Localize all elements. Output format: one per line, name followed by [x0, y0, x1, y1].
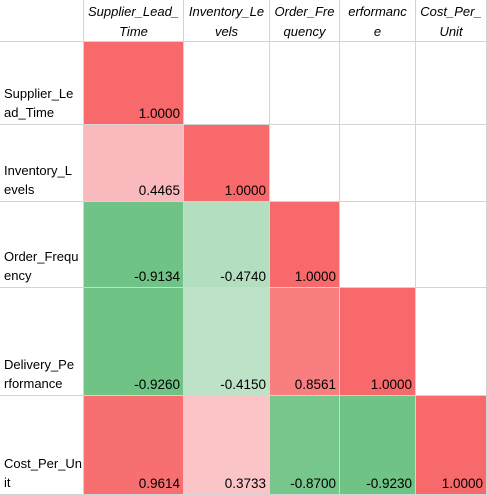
correlation-cell[interactable]: -0.9230	[340, 396, 416, 495]
empty-cell[interactable]	[416, 42, 487, 125]
empty-cell[interactable]	[416, 288, 487, 396]
label-line: Inventory_L	[4, 161, 81, 180]
correlation-cell[interactable]: 0.8561	[270, 288, 340, 396]
correlation-value: 1.0000	[371, 377, 412, 392]
correlation-value: 0.3733	[225, 476, 266, 491]
correlation-cell[interactable]: 1.0000	[416, 396, 487, 495]
empty-cell[interactable]	[416, 202, 487, 288]
label-line: Time	[84, 22, 183, 42]
label-line: quency	[270, 22, 339, 42]
label-line: e	[340, 22, 415, 42]
correlation-cell[interactable]: 0.9614	[84, 396, 184, 495]
correlation-value: -0.4740	[220, 269, 266, 284]
correlation-cell[interactable]: 0.4465	[84, 125, 184, 202]
corner-cell[interactable]	[0, 0, 84, 42]
empty-cell[interactable]	[184, 42, 270, 125]
label-line: it	[4, 473, 81, 492]
label-line: vels	[184, 22, 269, 42]
correlation-cell[interactable]: -0.9134	[84, 202, 184, 288]
empty-cell[interactable]	[270, 42, 340, 125]
column-header[interactable]: Inventory_Le vels	[184, 0, 270, 42]
correlation-cell[interactable]: 1.0000	[184, 125, 270, 202]
correlation-cell[interactable]: 0.3733	[184, 396, 270, 495]
correlation-value: -0.9260	[134, 377, 180, 392]
correlation-cell[interactable]: 1.0000	[84, 42, 184, 125]
correlation-cell[interactable]: 1.0000	[340, 288, 416, 396]
row-header[interactable]: Inventory_L evels	[0, 125, 84, 202]
label-line: evels	[4, 180, 81, 199]
correlation-value: 0.4465	[139, 183, 180, 198]
label-line: Supplier_Le	[4, 84, 81, 103]
correlation-value: -0.8700	[290, 476, 336, 491]
label-line: ency	[4, 266, 81, 285]
correlation-cell[interactable]: -0.4150	[184, 288, 270, 396]
correlation-value: 1.0000	[442, 476, 483, 491]
label-line: rformance	[4, 374, 81, 393]
correlation-value: 1.0000	[139, 106, 180, 121]
label-line: Inventory_Le	[184, 2, 269, 22]
correlation-value: 0.9614	[139, 476, 180, 491]
correlation-cell[interactable]: -0.9260	[84, 288, 184, 396]
empty-cell[interactable]	[340, 202, 416, 288]
correlation-cell[interactable]: 1.0000	[270, 202, 340, 288]
empty-cell[interactable]	[270, 125, 340, 202]
label-line: Cost_Per_Un	[4, 454, 81, 473]
empty-cell[interactable]	[416, 125, 487, 202]
label-line: Order_Fre	[270, 2, 339, 22]
correlation-value: -0.9134	[134, 269, 180, 284]
column-header[interactable]: erformanc e	[340, 0, 416, 42]
label-line: Unit	[416, 22, 486, 42]
column-header[interactable]: Cost_Per_ Unit	[416, 0, 487, 42]
row-header[interactable]: Cost_Per_Un it	[0, 396, 84, 495]
correlation-value: 1.0000	[295, 269, 336, 284]
correlation-cell[interactable]: -0.8700	[270, 396, 340, 495]
row-header[interactable]: Supplier_Le ad_Time	[0, 42, 84, 125]
label-line: erformanc	[340, 2, 415, 22]
label-line: Order_Frequ	[4, 247, 81, 266]
row-header[interactable]: Order_Frequ ency	[0, 202, 84, 288]
label-line: Cost_Per_	[416, 2, 486, 22]
row-header[interactable]: Delivery_Pe rformance	[0, 288, 84, 396]
empty-cell[interactable]	[340, 125, 416, 202]
correlation-value: -0.4150	[220, 377, 266, 392]
label-line: Supplier_Lead_	[84, 2, 183, 22]
column-header[interactable]: Supplier_Lead_ Time	[84, 0, 184, 42]
column-header[interactable]: Order_Fre quency	[270, 0, 340, 42]
label-line: Delivery_Pe	[4, 355, 81, 374]
empty-cell[interactable]	[340, 42, 416, 125]
correlation-cell[interactable]: -0.4740	[184, 202, 270, 288]
label-line: ad_Time	[4, 103, 81, 122]
correlation-value: 0.8561	[295, 377, 336, 392]
correlation-value: 1.0000	[225, 183, 266, 198]
correlation-value: -0.9230	[366, 476, 412, 491]
